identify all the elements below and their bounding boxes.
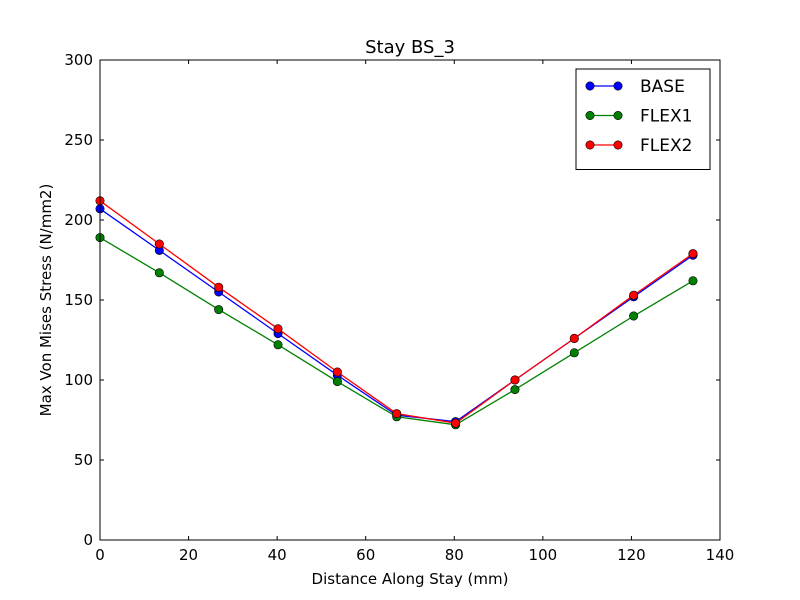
legend-marker [613,140,623,150]
data-point [273,340,283,350]
data-point [154,268,164,278]
y-tick-label: 300 [64,51,93,69]
y-tick-label: 200 [64,211,93,229]
x-tick-label: 80 [445,546,464,564]
data-point [629,311,639,321]
legend-item: FLEX1 [585,107,692,127]
chart-title: Stay BS_3 [365,37,455,58]
data-point [688,249,698,259]
legend-item: BASE [585,77,685,97]
x-tick-label: 60 [356,546,375,564]
data-point [332,377,342,387]
data-point [273,324,283,334]
series-layer [95,196,698,430]
legend-label: FLEX1 [640,107,692,127]
y-tick-label: 250 [64,131,93,149]
legend-item: FLEX2 [585,136,692,156]
x-tick-label: 120 [617,546,646,564]
y-axis-title: Max Von Mises Stress (N/mm2) [37,184,55,417]
series-flex2 [95,196,698,428]
data-point [688,276,698,286]
x-tick-label: 40 [268,546,287,564]
x-tick-label: 140 [706,546,735,564]
data-point [154,239,164,249]
y-tick-label: 150 [64,291,93,309]
data-point [214,282,224,292]
x-tick-label: 100 [529,546,558,564]
y-tick-label: 100 [64,371,93,389]
data-point [569,333,579,343]
data-point [629,290,639,300]
legend-marker [585,140,595,150]
legend-marker [613,81,623,91]
legend-label: BASE [640,77,685,97]
y-tick-label: 0 [83,531,93,549]
data-point [214,305,224,315]
legend-label: FLEX2 [640,136,692,156]
data-point [510,385,520,395]
legend-marker [613,111,623,121]
plot-frame [99,59,721,541]
legend-marker [585,81,595,91]
x-tick-label: 0 [95,546,105,564]
data-point [332,367,342,377]
data-point [569,348,579,358]
axis-ticks: 0 20 40 60 80 100 120 140 0 50 100 150 200 250 300 [64,51,734,564]
data-point [392,409,402,419]
y-tick-label: 50 [74,451,93,469]
x-axis-title: Distance Along Stay (mm) [312,570,509,588]
x-tick-label: 20 [179,546,198,564]
legend-marker [585,111,595,121]
data-point [510,375,520,385]
data-point [451,418,461,428]
legend: BASE FLEX1 FLEX2 [575,68,711,170]
